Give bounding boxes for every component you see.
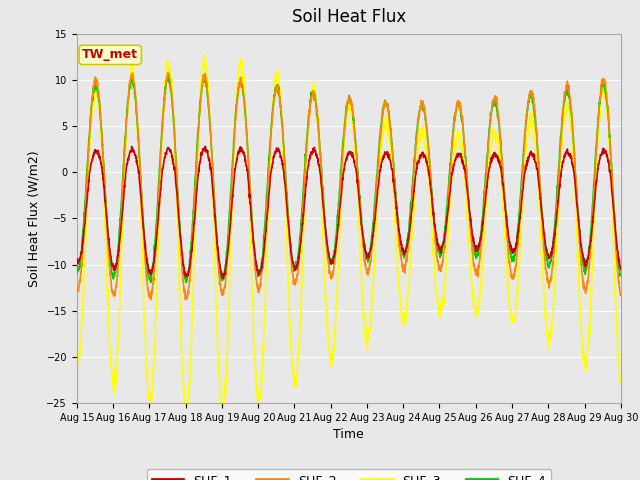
SHF_2 xyxy=(617,291,625,297)
SHF_4 xyxy=(508,255,515,261)
SHF_3 xyxy=(225,304,233,310)
SHF_4 xyxy=(365,253,372,259)
X-axis label: Time: Time xyxy=(333,429,364,442)
SHF_2 xyxy=(570,132,577,138)
SHF_4 xyxy=(584,256,592,262)
SHF_4 xyxy=(617,272,625,278)
SHF_2 xyxy=(73,288,81,294)
SHF_4 xyxy=(163,74,171,80)
Line: SHF_4: SHF_4 xyxy=(77,77,621,283)
Legend: SHF_1, SHF_2, SHF_3, SHF_4: SHF_1, SHF_2, SHF_3, SHF_4 xyxy=(147,468,551,480)
SHF_4 xyxy=(73,269,81,275)
SHF_2 xyxy=(365,266,372,272)
Line: SHF_1: SHF_1 xyxy=(77,146,621,278)
SHF_2 xyxy=(377,133,385,139)
Line: SHF_3: SHF_3 xyxy=(77,55,621,413)
SHF_1 xyxy=(570,163,577,169)
SHF_4 xyxy=(570,133,577,139)
SHF_1 xyxy=(365,255,372,261)
SHF_2 xyxy=(225,233,233,239)
SHF_2 xyxy=(584,276,592,281)
SHF_1 xyxy=(508,247,515,252)
SHF_1 xyxy=(584,252,592,258)
SHF_3 xyxy=(377,148,385,154)
SHF_2 xyxy=(164,69,172,75)
SHF_3 xyxy=(200,52,207,58)
Y-axis label: Soil Heat Flux (W/m2): Soil Heat Flux (W/m2) xyxy=(28,150,41,287)
SHF_1 xyxy=(73,256,81,262)
SHF_3 xyxy=(570,144,577,149)
SHF_1 xyxy=(377,163,385,169)
SHF_1 xyxy=(128,144,136,149)
SHF_1 xyxy=(219,276,227,281)
Line: SHF_2: SHF_2 xyxy=(77,72,621,300)
SHF_4 xyxy=(225,217,233,223)
SHF_3 xyxy=(365,335,372,340)
SHF_4 xyxy=(377,124,385,130)
SHF_1 xyxy=(225,239,233,244)
SHF_3 xyxy=(508,309,515,314)
Title: Soil Heat Flux: Soil Heat Flux xyxy=(292,9,406,26)
SHF_3 xyxy=(617,374,625,380)
SHF_2 xyxy=(508,274,515,280)
SHF_3 xyxy=(73,354,81,360)
Text: TW_met: TW_met xyxy=(82,48,138,61)
SHF_3 xyxy=(584,344,592,350)
SHF_1 xyxy=(617,266,625,272)
SHF_2 xyxy=(147,297,154,302)
SHF_3 xyxy=(218,410,225,416)
SHF_4 xyxy=(147,280,155,286)
